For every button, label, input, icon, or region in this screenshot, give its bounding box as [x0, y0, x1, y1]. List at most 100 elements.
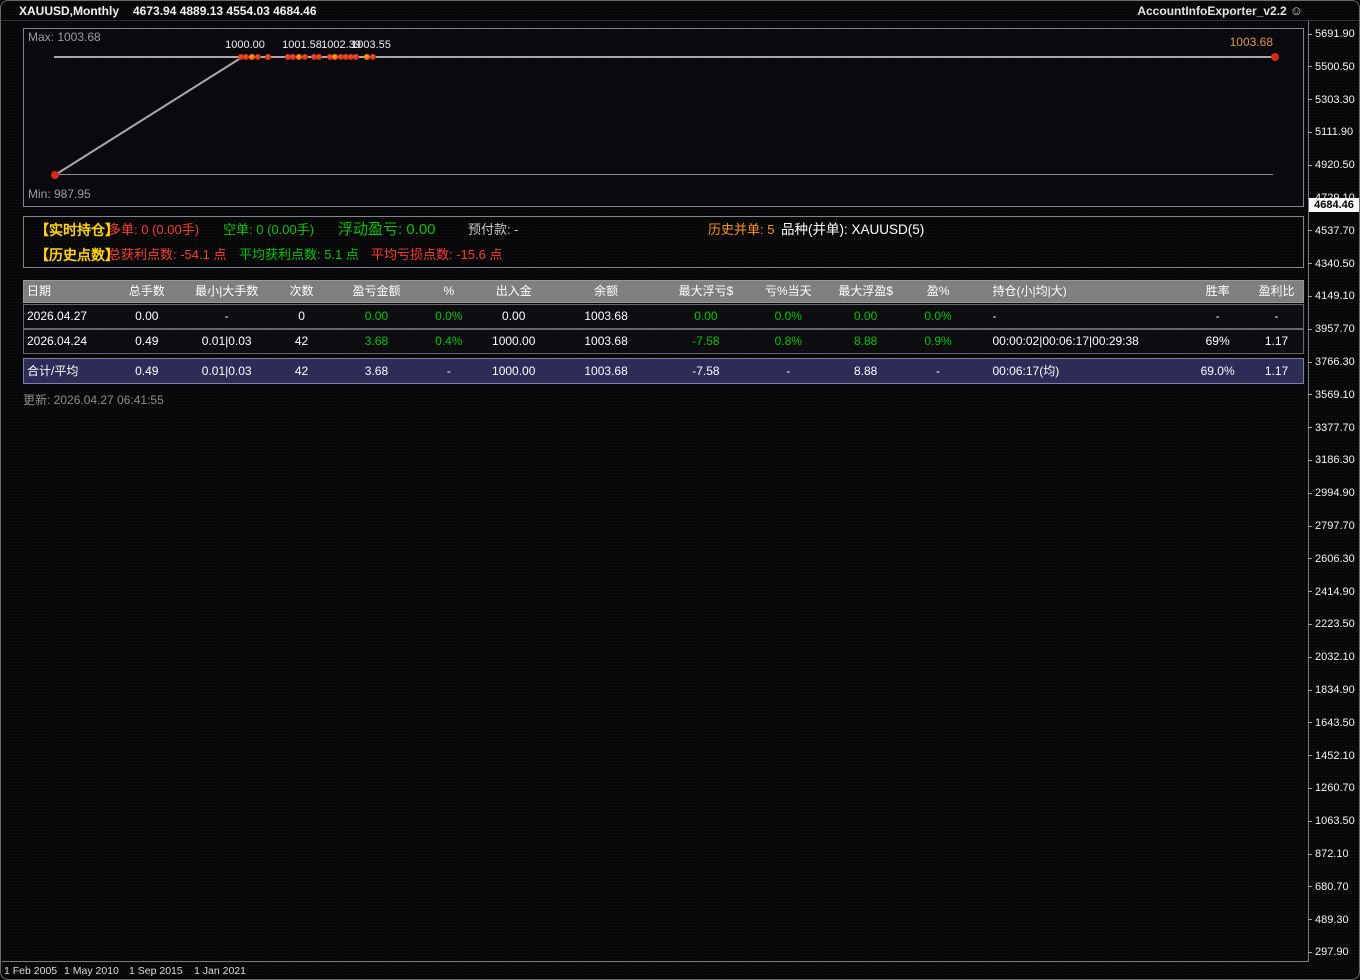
tick-dash-icon: [1308, 853, 1312, 855]
table-cell: -: [446, 364, 451, 378]
long-orders: 多单: 0 (0.00手): [108, 222, 200, 237]
short-orders: 空单: 0 (0.00手): [223, 222, 315, 237]
symbol-merged: 品种(并单): XAUUSD(5): [781, 222, 925, 237]
table-cell: 3.68: [364, 334, 389, 348]
chart-title: XAUUSD,Monthly 4673.94 4889.13 4554.03 4…: [19, 4, 317, 18]
trade-marker: [290, 54, 296, 60]
indicator-title: AccountInfoExporter_v2.2 ☺: [1137, 3, 1359, 18]
price-tick: 2223.50: [1308, 618, 1355, 630]
price-tick: 2414.90: [1308, 586, 1355, 598]
table-cell: 1.17: [1264, 334, 1289, 348]
smiley-icon[interactable]: ☺: [1289, 3, 1303, 18]
table-cell: 0.0%: [774, 309, 802, 323]
table-cell: 0.0%: [435, 309, 463, 323]
balance-min-line: [55, 174, 1273, 175]
tick-dash-icon: [1308, 525, 1312, 527]
time-axis-label: 1 May 2010: [64, 965, 119, 977]
price-tick-label: 4920.50: [1315, 159, 1355, 172]
tick-dash-icon: [1308, 886, 1312, 888]
balance-point-label: 1002.39: [321, 39, 361, 51]
price-tick-label: 4537.70: [1315, 224, 1355, 237]
tick-dash-icon: [1308, 328, 1312, 330]
table-cell: 8.88: [853, 364, 878, 378]
price-axis[interactable]: 5691.905500.505303.305111.904920.504729.…: [1308, 21, 1359, 961]
column-header: 总手数: [128, 284, 165, 298]
end-point-marker: [1271, 53, 1279, 61]
table-cell: 0.4%: [435, 334, 463, 348]
trade-marker: [302, 54, 308, 60]
table-row-daily: 2026.04.27 0.00 - 0 0.00 0.0% 0.00 1003.68 0.00 0…: [23, 304, 1304, 329]
price-tick: 1643.50: [1308, 717, 1355, 729]
table-cell: 0.01|0.03: [201, 364, 252, 378]
table-cell: -: [992, 309, 997, 323]
table-cell: 0: [298, 309, 305, 323]
price-tick-label: 2032.10: [1315, 651, 1355, 664]
price-tick: 2797.70: [1308, 520, 1355, 532]
trade-marker: [353, 54, 359, 60]
trade-marker: [243, 54, 249, 60]
time-axis-label: 1 Jan 2021: [194, 965, 246, 977]
tick-dash-icon: [1308, 492, 1312, 494]
history-points-label: 【历史点数】: [35, 247, 119, 263]
trade-marker: [370, 54, 376, 60]
price-tick-label: 1834.90: [1315, 684, 1355, 696]
table-cell: -: [936, 364, 941, 378]
table-header-row: 日期 总手数 最小|大手数 次数 盈亏金额% 出入金 余额 最大浮亏$ 亏%当天 最大浮盈$ 盈% 持…: [23, 280, 1304, 303]
price-tick-label: 3957.70: [1315, 323, 1355, 336]
time-axis[interactable]: 1 Feb 2005 1 May 2010 1 Sep 2015 1 Jan 2021: [1, 963, 1308, 979]
column-header: 胜率: [1205, 284, 1230, 298]
column-header: 出入金: [495, 284, 532, 298]
equity-rise-line: [54, 56, 242, 176]
table-cell: 1003.68: [584, 364, 628, 378]
avg-loss-points: 平均亏损点数: -15.6 点: [371, 247, 503, 262]
chart-titlebar[interactable]: XAUUSD,Monthly 4673.94 4889.13 4554.03 4…: [1, 1, 1359, 21]
table-cell: 8.88: [853, 334, 878, 348]
balance-point-label: 1003.55: [351, 39, 391, 51]
min-balance-label: Min: 987.95: [28, 187, 91, 201]
table-cell: 69%: [1205, 334, 1230, 348]
tick-dash-icon: [1308, 459, 1312, 461]
price-tick: 3766.30: [1308, 356, 1355, 368]
table-cell: 00:06:17(均): [992, 364, 1060, 378]
price-tick-label: 489.30: [1315, 913, 1349, 926]
table-cell: 1.17: [1264, 364, 1289, 378]
price-tick-label: 872.10: [1315, 848, 1349, 860]
price-tick: 3957.70: [1308, 323, 1355, 335]
column-header: 次数: [289, 284, 314, 298]
tick-dash-icon: [1308, 591, 1312, 593]
table-cell: 0.8%: [774, 334, 802, 348]
daily-stats-table: 日期 总手数 最小|大手数 次数 盈亏金额% 出入金 余额 最大浮亏$ 亏%当天 最大浮盈$ 盈% 持…: [23, 280, 1304, 384]
symbol-timeframe: XAUUSD,Monthly: [19, 3, 119, 18]
tick-dash-icon: [1308, 558, 1312, 560]
price-tick: 1452.10: [1308, 750, 1355, 762]
price-tick: 4920.50: [1308, 159, 1355, 171]
trade-marker: [265, 54, 271, 60]
balance-point-label: 1001.58: [282, 39, 322, 51]
price-tick: 1063.50: [1308, 815, 1355, 827]
price-tick: 3186.30: [1308, 454, 1355, 466]
price-tick-label: 3377.70: [1315, 421, 1355, 434]
table-cell: 0.00: [694, 309, 718, 323]
time-axis-label: 1 Sep 2015: [129, 965, 183, 977]
trade-marker: [348, 54, 354, 60]
account-info-panel: 【实时持仓】 多单: 0 (0.00手) 空单: 0 (0.00手) 浮动盈亏: 0.…: [23, 216, 1304, 268]
price-tick-label: 1643.50: [1315, 716, 1355, 729]
column-header: 亏%当天: [764, 284, 812, 298]
table-cell: -: [1215, 309, 1220, 323]
tick-dash-icon: [1308, 689, 1312, 691]
table-cell: 0.00: [502, 309, 526, 323]
tick-dash-icon: [1308, 427, 1312, 429]
price-tick: 5111.90: [1308, 126, 1353, 138]
trade-marker: [238, 54, 244, 60]
price-axis-separator: [1308, 21, 1309, 961]
trade-marker: [316, 54, 322, 60]
trade-marker: [296, 54, 302, 60]
price-tick: 489.30: [1308, 914, 1349, 926]
price-tick-label: 1063.50: [1315, 815, 1355, 828]
price-tick-label: 2606.30: [1315, 552, 1355, 565]
table-cell: 0.00: [364, 309, 389, 323]
tick-dash-icon: [1308, 263, 1312, 265]
trade-marker: [343, 54, 349, 60]
price-tick: 4149.10: [1308, 290, 1355, 302]
trade-marker: [249, 54, 255, 60]
